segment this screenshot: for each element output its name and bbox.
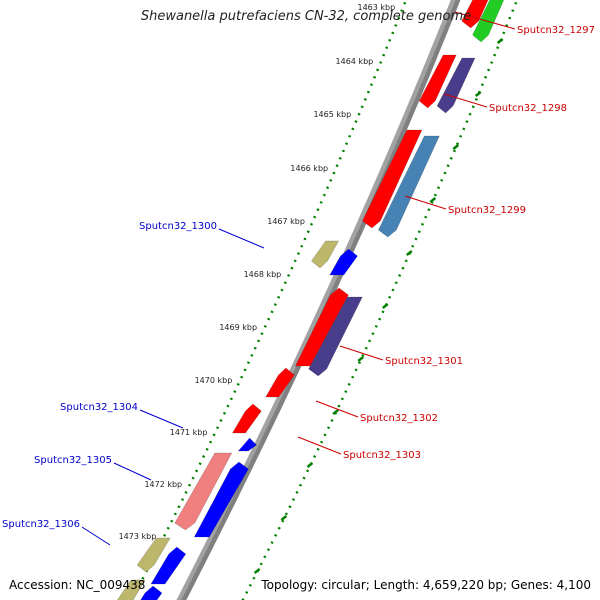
outer-tick-track <box>241 0 519 600</box>
gene-feature <box>140 585 163 600</box>
gene-pointer-line <box>443 93 488 108</box>
gene-feature <box>174 452 233 531</box>
gene-label: Sputcn32_1299 <box>448 205 526 216</box>
major-tick <box>332 409 339 415</box>
gene-pointer-line <box>315 400 359 418</box>
gene-label: Sputcn32_1301 <box>385 356 463 367</box>
kbp-label: 1468 kbp <box>244 270 282 279</box>
gene-feature <box>117 579 146 600</box>
gene-pointer-line <box>297 436 342 455</box>
inner-tick-track <box>130 0 408 600</box>
gene-feature <box>237 437 257 452</box>
major-tick <box>452 144 460 150</box>
gene-pointer-line <box>454 11 516 30</box>
gene-feature <box>436 57 476 114</box>
gene-feature <box>265 367 295 398</box>
major-tick <box>253 568 261 574</box>
gene-feature <box>193 461 249 538</box>
gene-pointer-line <box>218 228 265 249</box>
gene-label: Sputcn32_1297 <box>517 25 595 36</box>
gene-label: Sputcn32_1306 <box>2 519 80 530</box>
gene-feature <box>362 129 423 229</box>
kbp-label: 1471 kbp <box>170 428 208 437</box>
gene-label: Sputcn32_1304 <box>60 402 138 413</box>
gene-pointer-line <box>113 462 152 481</box>
major-tick <box>382 303 389 309</box>
gene-feature <box>232 403 262 434</box>
kbp-label: 1469 kbp <box>219 323 257 332</box>
gene-pointer-line <box>404 195 447 210</box>
gene-label: Sputcn32_1298 <box>489 103 567 114</box>
gene-feature <box>150 546 187 585</box>
accession-text: Accession: NC_009438 <box>9 578 146 592</box>
kbp-label: 1466 kbp <box>290 164 328 173</box>
kbp-label: 1472 kbp <box>144 480 182 489</box>
gene-feature <box>329 248 358 276</box>
gene-feature <box>311 240 339 269</box>
major-tick <box>306 462 314 468</box>
gene-feature <box>295 287 349 367</box>
kbp-label: 1463 kbp <box>357 3 395 12</box>
gene-label: Sputcn32_1300 <box>139 221 217 232</box>
gene-label: Sputcn32_1303 <box>343 450 421 461</box>
gene-label: Sputcn32_1302 <box>360 413 438 424</box>
major-tick <box>474 91 482 97</box>
major-tick <box>357 356 365 362</box>
kbp-label: 1473 kbp <box>119 532 157 541</box>
kbp-label: 1470 kbp <box>195 376 233 385</box>
gene-pointer-line <box>339 345 384 361</box>
major-tick <box>496 38 504 44</box>
major-tick <box>429 197 437 203</box>
backbone-shadow <box>176 0 458 600</box>
gene-feature <box>378 135 440 238</box>
major-tick <box>280 515 288 521</box>
gene-feature <box>308 296 363 377</box>
genome-summary-text: Topology: circular; Length: 4,659,220 bp… <box>261 578 591 592</box>
gene-feature <box>418 54 457 109</box>
kbp-label: 1467 kbp <box>267 217 305 226</box>
gene-feature <box>461 0 489 29</box>
kbp-label: 1465 kbp <box>313 110 351 119</box>
gene-label: Sputcn32_1305 <box>34 455 112 466</box>
gene-pointer-line <box>139 409 184 429</box>
map-title: Shewanella putrefaciens CN-32, complete … <box>140 9 472 24</box>
gene-feature <box>136 537 171 573</box>
major-tick <box>406 250 413 256</box>
gene-pointer-line <box>81 526 111 546</box>
kbp-label: 1464 kbp <box>336 57 374 66</box>
